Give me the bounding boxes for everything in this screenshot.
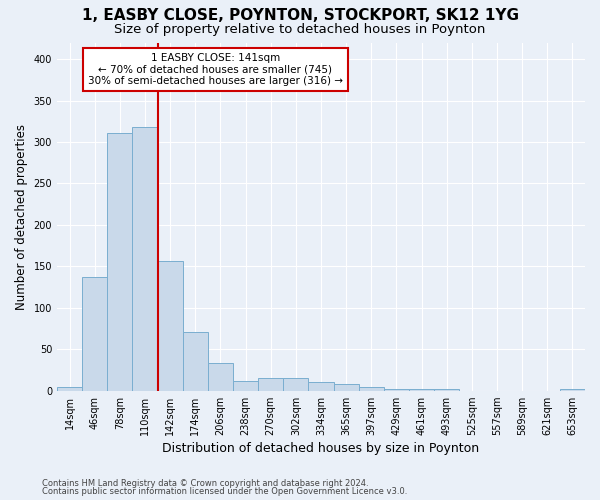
Text: Size of property relative to detached houses in Poynton: Size of property relative to detached ho… bbox=[115, 22, 485, 36]
Bar bbox=[359, 388, 384, 390]
Text: Contains HM Land Registry data © Crown copyright and database right 2024.: Contains HM Land Registry data © Crown c… bbox=[42, 478, 368, 488]
Bar bbox=[133, 127, 158, 390]
Text: 1, EASBY CLOSE, POYNTON, STOCKPORT, SK12 1YG: 1, EASBY CLOSE, POYNTON, STOCKPORT, SK12… bbox=[82, 8, 518, 22]
Bar bbox=[308, 382, 334, 390]
Bar bbox=[57, 388, 82, 390]
Text: 1 EASBY CLOSE: 141sqm
← 70% of detached houses are smaller (745)
30% of semi-det: 1 EASBY CLOSE: 141sqm ← 70% of detached … bbox=[88, 53, 343, 86]
Bar bbox=[283, 378, 308, 390]
Bar bbox=[560, 389, 585, 390]
Bar bbox=[158, 260, 183, 390]
Bar bbox=[384, 389, 409, 390]
Text: Contains public sector information licensed under the Open Government Licence v3: Contains public sector information licen… bbox=[42, 487, 407, 496]
Bar bbox=[82, 277, 107, 390]
Bar bbox=[258, 378, 283, 390]
Y-axis label: Number of detached properties: Number of detached properties bbox=[15, 124, 28, 310]
Bar bbox=[233, 380, 258, 390]
Bar bbox=[334, 384, 359, 390]
Bar bbox=[409, 389, 434, 390]
Bar bbox=[183, 332, 208, 390]
Bar bbox=[208, 364, 233, 390]
Bar bbox=[434, 389, 459, 390]
Bar bbox=[107, 133, 133, 390]
X-axis label: Distribution of detached houses by size in Poynton: Distribution of detached houses by size … bbox=[163, 442, 479, 455]
